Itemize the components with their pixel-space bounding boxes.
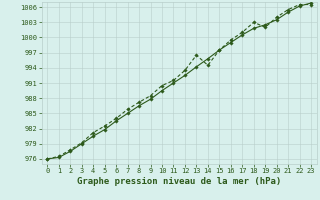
X-axis label: Graphe pression niveau de la mer (hPa): Graphe pression niveau de la mer (hPa): [77, 177, 281, 186]
